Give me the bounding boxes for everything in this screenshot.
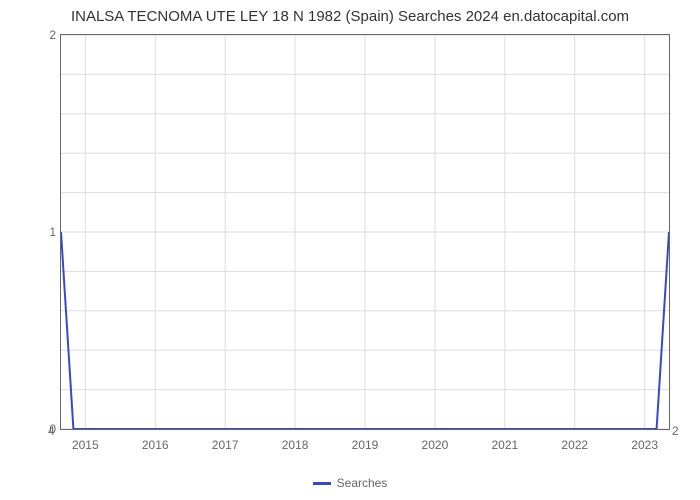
legend-swatch — [313, 482, 331, 485]
x-tick-label: 2023 — [631, 438, 658, 452]
plot-area — [60, 34, 670, 430]
grid-svg — [61, 35, 669, 429]
x-tick-label: 2017 — [212, 438, 239, 452]
x-tick-label: 2018 — [282, 438, 309, 452]
x-tick-label: 2020 — [422, 438, 449, 452]
legend: Searches — [0, 475, 700, 490]
y-tick-label: 2 — [26, 28, 56, 42]
x-tick-label: 2015 — [72, 438, 99, 452]
y-tick-label: 1 — [26, 225, 56, 239]
corner-label-right: 2 — [672, 424, 679, 438]
chart-container: INALSA TECNOMA UTE LEY 18 N 1982 (Spain)… — [0, 0, 700, 500]
x-tick-label: 2021 — [491, 438, 518, 452]
legend-label: Searches — [337, 476, 388, 490]
corner-label-left: 4 — [48, 424, 55, 438]
series-line — [61, 35, 669, 429]
chart-title: INALSA TECNOMA UTE LEY 18 N 1982 (Spain)… — [0, 8, 700, 25]
x-tick-label: 2019 — [352, 438, 379, 452]
x-tick-label: 2016 — [142, 438, 169, 452]
x-tick-label: 2022 — [561, 438, 588, 452]
